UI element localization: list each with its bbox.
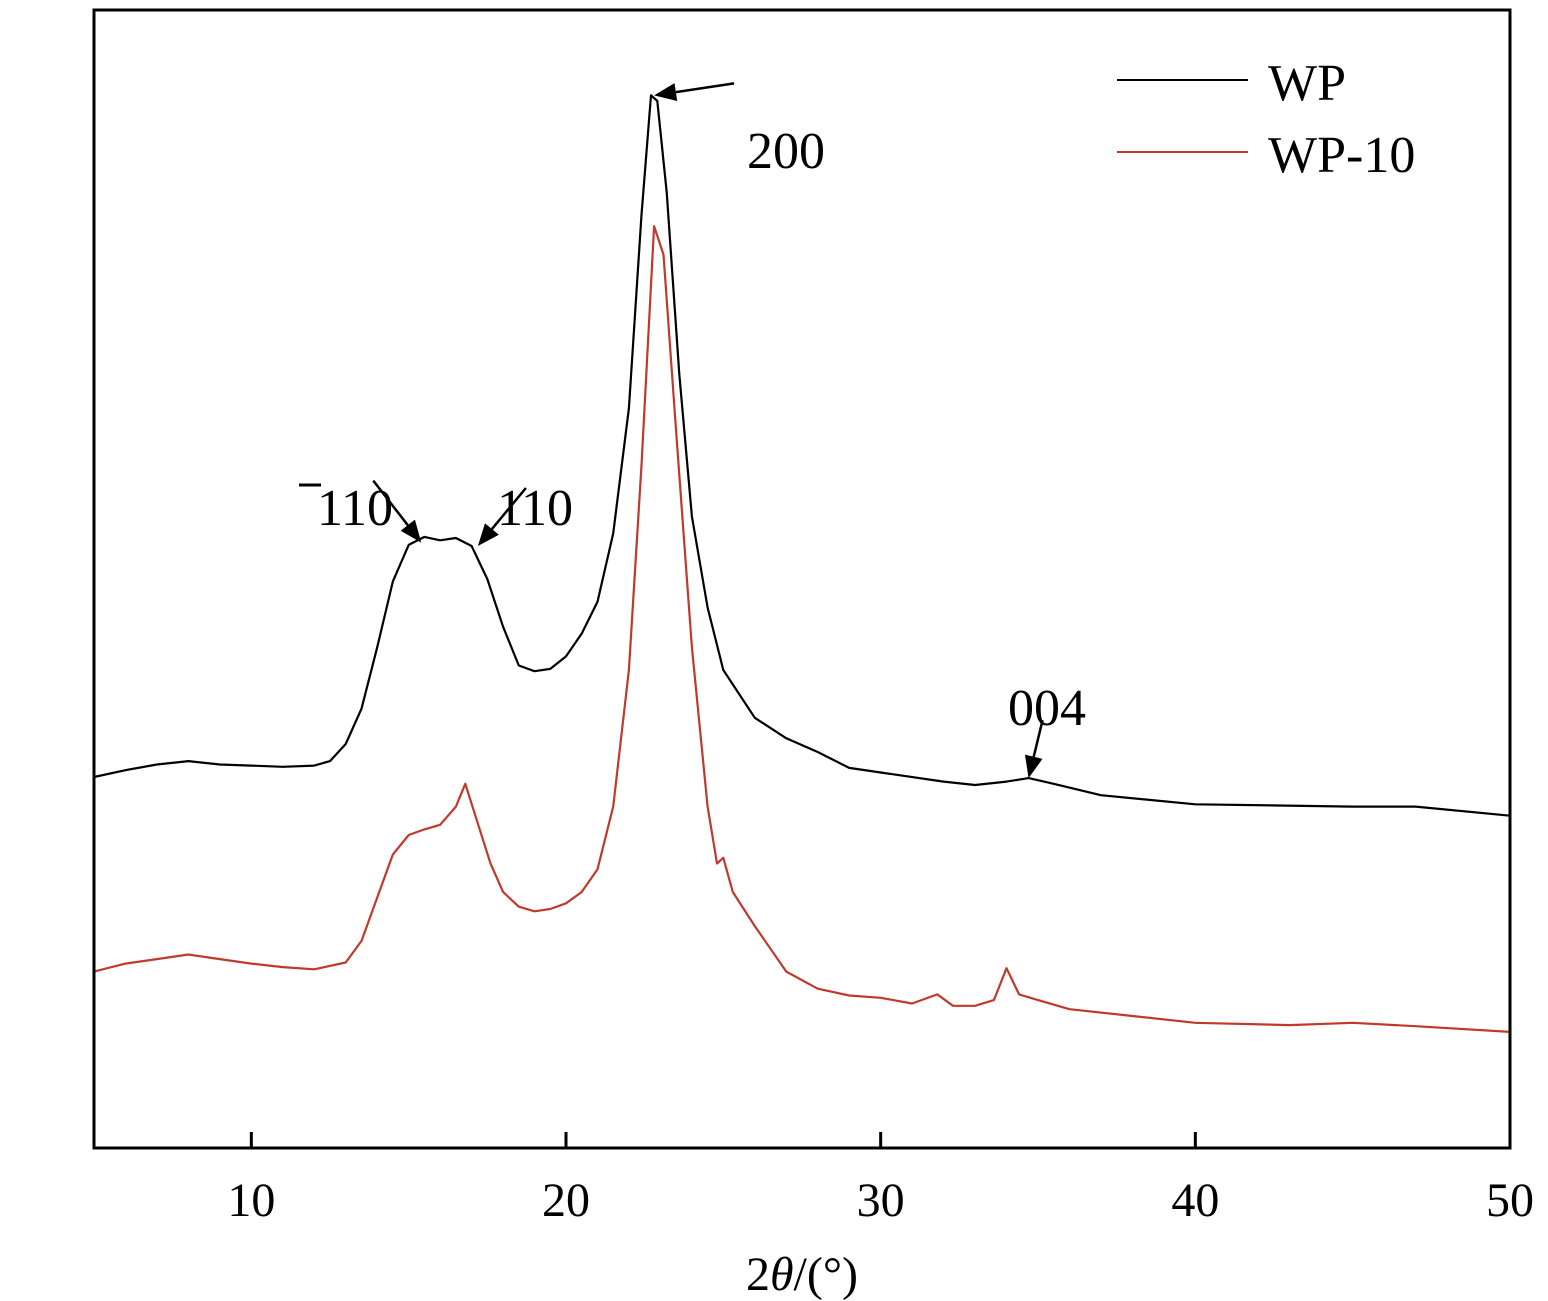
annotation-arrow-head-2 [654,83,678,101]
legend-label-0: WP [1268,55,1346,112]
annotation-arrow-line-1 [490,487,527,530]
series-line-1 [93,225,1511,1033]
x-axis-label-suffix: /(°) [794,1248,859,1301]
x-tick-label-1: 20 [542,1174,590,1227]
annotation-label-3: 004 [1008,680,1086,737]
x-tick-label-3: 40 [1171,1174,1219,1227]
annotation-arrow-head-3 [1024,754,1043,779]
x-tick-label-4: 50 [1486,1174,1534,1227]
annotation-label-0: 110 [317,480,393,537]
annotation-arrow-head-1 [477,523,499,546]
annotation-arrow-line-0 [372,479,409,526]
x-axis-ticks: 10 20 30 40 50 [227,1132,1534,1227]
series-line-0 [93,94,1511,817]
peak-annotations: 110 110 200 004 [299,82,1086,779]
legend: WP WP-10 [1117,55,1415,184]
annotation-arrow-head-0 [400,519,422,543]
annotation-arrow-line-2 [675,82,735,94]
x-axis-label-symbol: θ [770,1248,794,1301]
annotation-label-1: 110 [497,480,573,537]
x-tick-label-0: 10 [227,1174,275,1227]
legend-label-1: WP-10 [1268,127,1415,184]
x-axis-label: 2θ/(°) [746,1248,858,1301]
x-tick-label-2: 30 [857,1174,905,1227]
x-axis-label-prefix: 2 [746,1248,770,1301]
plot-frame [92,8,1512,1150]
annotation-arrow-line-3 [1032,719,1044,758]
annotation-label-2: 200 [747,123,825,180]
series-layer [93,94,1511,1033]
